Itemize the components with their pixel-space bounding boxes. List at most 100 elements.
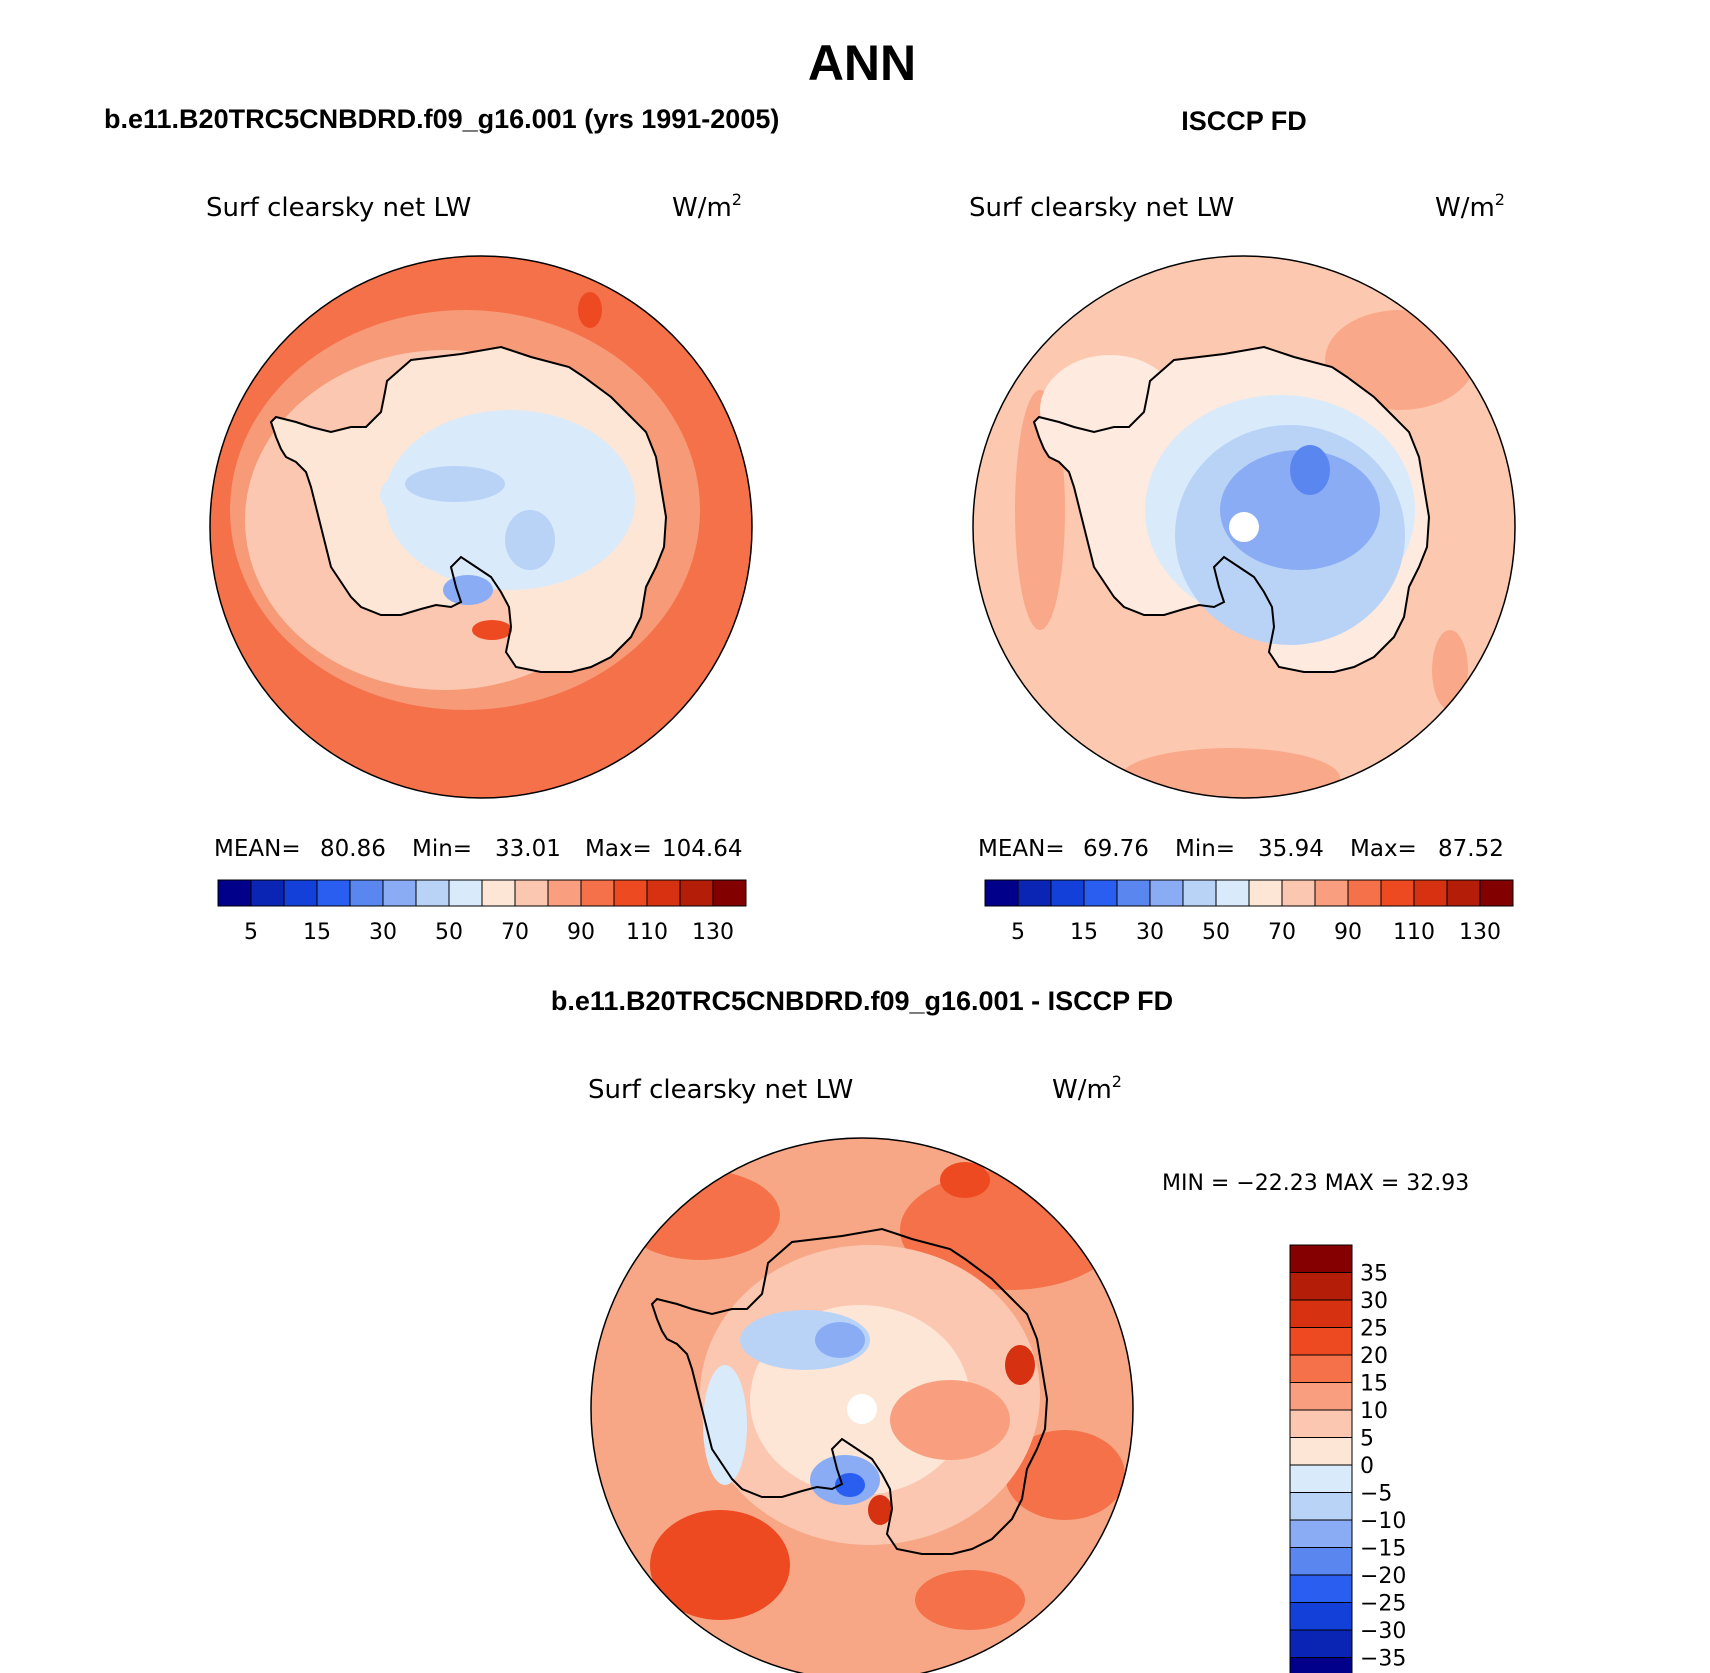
- colorbar-diff-swatch: [1289, 1409, 1353, 1438]
- panel-diff-units-base: W/m: [1052, 1075, 1112, 1105]
- colorbar-model-swatch: [547, 879, 582, 907]
- panel-diff-minmax: MIN = −22.23 MAX = 32.93: [1162, 1171, 1469, 1196]
- map-diff-pole-hole: [847, 1394, 877, 1424]
- map-diff-warm-5: [915, 1570, 1025, 1630]
- panel-model-units-base: W/m: [672, 193, 732, 223]
- colorbar-obs-swatch: [1281, 879, 1316, 907]
- colorbar-obs-tick-label: 70: [1268, 920, 1296, 945]
- colorbar-model-swatch: [316, 879, 351, 907]
- colorbar-model: 5 15 30 50 70 90 110 130: [217, 879, 747, 945]
- panel-obs-units-sup: 2: [1495, 190, 1505, 209]
- colorbar-obs-tick-label: 50: [1202, 920, 1230, 945]
- colorbar-obs-swatch: [1248, 879, 1283, 907]
- colorbar-model-tick-label: 110: [626, 920, 668, 945]
- colorbar-diff-swatch: [1289, 1327, 1353, 1356]
- colorbar-diff-swatch: [1289, 1547, 1353, 1576]
- colorbar-obs-tick-label: 130: [1459, 920, 1501, 945]
- map-model-plateau: [385, 410, 635, 590]
- panel-model-variable: Surf clearsky net LW: [206, 193, 471, 223]
- colorbar-diff-swatch: [1289, 1657, 1353, 1673]
- colorbar-obs-tick-label: 5: [1011, 920, 1025, 945]
- colorbar-diff-swatch: [1289, 1299, 1353, 1328]
- colorbar-model-tick-label: 90: [567, 920, 595, 945]
- panel-obs-mean-label: MEAN=: [978, 836, 1065, 862]
- panel-obs-header: ISCCP FD: [1181, 106, 1307, 136]
- colorbar-diff-tick-label: −30: [1360, 1619, 1406, 1644]
- colorbar-model-tick-label: 50: [435, 920, 463, 945]
- map-diff-border: [590, 1137, 1134, 1673]
- map-obs-border: [972, 255, 1516, 799]
- panel-model-mean: 80.86: [320, 836, 386, 862]
- colorbar-diff-swatch: [1289, 1437, 1353, 1466]
- panel-diff-variable: Surf clearsky net LW: [588, 1075, 853, 1105]
- map-diff-warm-9: [868, 1495, 892, 1525]
- colorbar-obs-tick-label: 110: [1393, 920, 1435, 945]
- map-model-cold-3: [443, 575, 493, 605]
- colorbar-model-tick-label: 15: [303, 920, 331, 945]
- map-diff-cold-3: [703, 1365, 747, 1485]
- map-obs: [973, 256, 1515, 798]
- map-obs-plateau-3: [1220, 450, 1380, 570]
- panel-obs-mean: 69.76: [1083, 836, 1149, 862]
- colorbar-diff-tick-label: −5: [1360, 1482, 1392, 1507]
- map-model: [210, 256, 752, 798]
- colorbar-diff-swatch: [1289, 1629, 1353, 1658]
- colorbar-obs-swatch: [1050, 879, 1085, 907]
- panel-model-min: 33.01: [495, 836, 561, 862]
- colorbar-diff-tick-label: −20: [1360, 1564, 1406, 1589]
- colorbar-model-tick-label: 130: [692, 920, 734, 945]
- colorbar-diff-swatch: [1289, 1382, 1353, 1411]
- panel-model: b.e11.B20TRC5CNBDRD.f09_g16.001 (yrs 199…: [104, 104, 779, 945]
- colorbar-model-swatch: [481, 879, 516, 907]
- panel-model-mean-label: MEAN=: [214, 836, 301, 862]
- colorbar-diff-swatch: [1289, 1354, 1353, 1383]
- panel-diff-units-sup: 2: [1112, 1072, 1122, 1091]
- panel-diff-header: b.e11.B20TRC5CNBDRD.f09_g16.001 - ISCCP …: [551, 986, 1173, 1016]
- colorbar-model-swatch: [613, 879, 648, 907]
- colorbar-diff-tick-label: 15: [1360, 1372, 1388, 1397]
- colorbar-model-swatch: [712, 879, 747, 907]
- colorbar-obs-swatch: [1215, 879, 1250, 907]
- colorbar-obs: 5 15 30 50 70 90 110 130: [984, 879, 1514, 945]
- colorbar-model-swatch: [250, 879, 285, 907]
- colorbar-obs-swatch: [1116, 879, 1151, 907]
- panel-obs-min-label: Min=: [1175, 836, 1235, 862]
- map-diff-warm-2: [620, 1170, 780, 1260]
- colorbar-obs-swatch: [1017, 879, 1052, 907]
- panel-obs-units-base: W/m: [1435, 193, 1495, 223]
- colorbar-diff-swatch: [1289, 1492, 1353, 1521]
- colorbar-obs-tick-label: 30: [1136, 920, 1164, 945]
- map-model-cold-1: [405, 466, 505, 502]
- panel-model-stats: MEAN= 80.86 Min= 33.01 Max= 104.64: [214, 836, 742, 862]
- map-obs-plateau-4: [1290, 445, 1330, 495]
- map-diff: [591, 1138, 1133, 1673]
- colorbar-diff-tick-label: 5: [1360, 1427, 1374, 1452]
- map-diff-cold-2: [815, 1322, 865, 1358]
- colorbar-model-tick-label: 5: [244, 920, 258, 945]
- colorbar-obs-swatch: [1182, 879, 1217, 907]
- panel-model-header: b.e11.B20TRC5CNBDRD.f09_g16.001 (yrs 199…: [104, 104, 779, 134]
- colorbar-model-swatch: [415, 879, 450, 907]
- colorbar-obs-swatch: [1314, 879, 1349, 907]
- colorbar-diff-tick-label: 20: [1360, 1344, 1388, 1369]
- panel-obs-variable: Surf clearsky net LW: [969, 193, 1234, 223]
- panel-obs-max: 87.52: [1438, 836, 1504, 862]
- map-diff-warm-6: [940, 1162, 990, 1198]
- panel-obs-stats: MEAN= 69.76 Min= 35.94 Max= 87.52: [978, 836, 1504, 862]
- colorbar-obs-swatch: [1479, 879, 1514, 907]
- colorbar-model-tick-label: 70: [501, 920, 529, 945]
- colorbar-obs-tick-label: 15: [1070, 920, 1098, 945]
- colorbar-diff-swatch: [1289, 1272, 1353, 1301]
- colorbar-model-swatch: [646, 879, 681, 907]
- colorbar-diff-tick-label: 30: [1360, 1289, 1388, 1314]
- colorbar-model-swatch: [382, 879, 417, 907]
- colorbar-model-swatch: [283, 879, 318, 907]
- colorbar-diff-tick-label: 35: [1360, 1262, 1388, 1287]
- colorbar-diff-tick-label: −10: [1360, 1509, 1406, 1534]
- colorbar-obs-swatch: [984, 879, 1019, 907]
- panel-obs-units: W/m2: [1435, 190, 1505, 223]
- map-model-warm-spot-2: [578, 292, 602, 328]
- map-obs-warm-4: [1432, 630, 1468, 710]
